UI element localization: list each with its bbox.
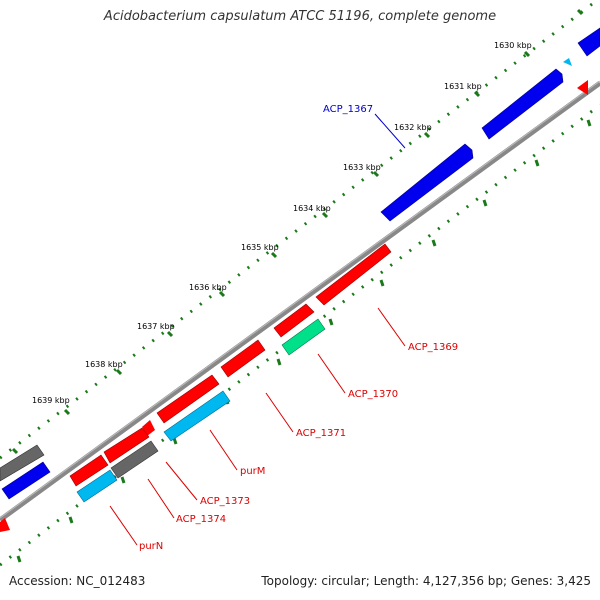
- cds-acp1367[interactable]: [380, 143, 474, 222]
- genome-backbone: [0, 80, 600, 523]
- tick-mark: [423, 131, 431, 139]
- cds-red[interactable]: [103, 427, 150, 464]
- tick-mark: [576, 8, 584, 16]
- tick-mark: [120, 476, 126, 484]
- label-acp1374[interactable]: ACP_1374: [176, 514, 226, 525]
- cds-red-right[interactable]: [577, 80, 588, 95]
- tick-mark: [473, 90, 481, 98]
- tick-labels: 1630 kbp 1631 kbp 1632 kbp 1633 kbp 1634…: [32, 41, 532, 405]
- tick-mark: [166, 330, 174, 338]
- leader-purM: [209, 429, 238, 471]
- cds-purM[interactable]: [163, 390, 231, 442]
- tick-mark: [321, 211, 329, 219]
- tick-mark: [63, 408, 71, 416]
- cds-acp1369[interactable]: [315, 243, 392, 306]
- tick-mark: [270, 251, 278, 259]
- accession-text: Accession: NC_012483: [9, 574, 146, 588]
- outer-dotted-track: [0, 0, 600, 460]
- tick-mark: [523, 50, 531, 58]
- tick-mark: [11, 447, 19, 455]
- leader-acp1374: [147, 478, 175, 519]
- tick-label: 1636 kbp: [189, 283, 227, 292]
- cds-blue-left[interactable]: [1, 461, 51, 500]
- topology-text: Topology: circular; Length: 4,127,356 bp…: [261, 574, 591, 588]
- label-acp1369[interactable]: ACP_1369: [408, 342, 458, 353]
- cds-gray-left[interactable]: [0, 444, 45, 482]
- label-acp1367[interactable]: ACP_1367: [323, 104, 373, 115]
- tick-label: 1638 kbp: [85, 360, 123, 369]
- tick-label: 1634 kbp: [293, 204, 331, 213]
- tick-marks: [11, 8, 584, 455]
- label-acp1370[interactable]: ACP_1370: [348, 389, 398, 400]
- leader-acp1367: [374, 113, 406, 149]
- leader-purN: [109, 505, 138, 546]
- tick-mark: [16, 555, 22, 563]
- leader-acp1369: [377, 307, 406, 347]
- label-leaders: [109, 113, 406, 546]
- cds-acp1371[interactable]: [220, 339, 266, 378]
- cds-red-left[interactable]: [0, 518, 10, 532]
- tick-label: 1637 kbp: [137, 322, 175, 331]
- tick-mark: [372, 170, 380, 178]
- tick-label: 1630 kbp: [494, 41, 532, 50]
- tick-mark: [68, 516, 74, 524]
- tick-mark: [218, 290, 226, 298]
- cds-cyan-small[interactable]: [563, 58, 572, 66]
- cds-red[interactable]: [156, 374, 220, 424]
- genome-backbone-highlight: [0, 80, 600, 519]
- cds-acp1374[interactable]: [69, 454, 109, 487]
- tick-mark: [115, 368, 123, 376]
- leader-acp1373: [165, 461, 198, 501]
- tick-mark: [276, 358, 282, 366]
- label-acp1371[interactable]: ACP_1371: [296, 428, 346, 439]
- tick-label: 1635 kbp: [241, 243, 279, 252]
- label-purM[interactable]: purM: [240, 466, 265, 477]
- tick-mark: [328, 318, 334, 326]
- tick-label: 1639 kbp: [32, 396, 70, 405]
- tick-mark: [431, 239, 437, 247]
- cds-red[interactable]: [273, 303, 315, 338]
- label-acp1373[interactable]: ACP_1373: [200, 496, 250, 507]
- leader-acp1371: [265, 392, 294, 433]
- cds-acp1370[interactable]: [281, 318, 326, 356]
- tick-label: 1633 kbp: [343, 163, 381, 172]
- cds-purN[interactable]: [76, 469, 118, 503]
- tick-label: 1631 kbp: [444, 82, 482, 91]
- tick-mark: [379, 279, 385, 287]
- cds-blue[interactable]: [481, 68, 564, 140]
- map-title: Acidobacterium capsulatum ATCC 51196, co…: [103, 9, 497, 24]
- cds-blue-top-right[interactable]: [577, 27, 600, 57]
- tick-mark: [534, 159, 540, 167]
- tick-mark: [586, 119, 592, 127]
- tick-mark: [482, 199, 488, 207]
- cds-acp1373[interactable]: [110, 440, 159, 479]
- tick-label: 1632 kbp: [394, 123, 432, 132]
- label-purN[interactable]: purN: [139, 541, 163, 552]
- leader-acp1370: [317, 353, 346, 394]
